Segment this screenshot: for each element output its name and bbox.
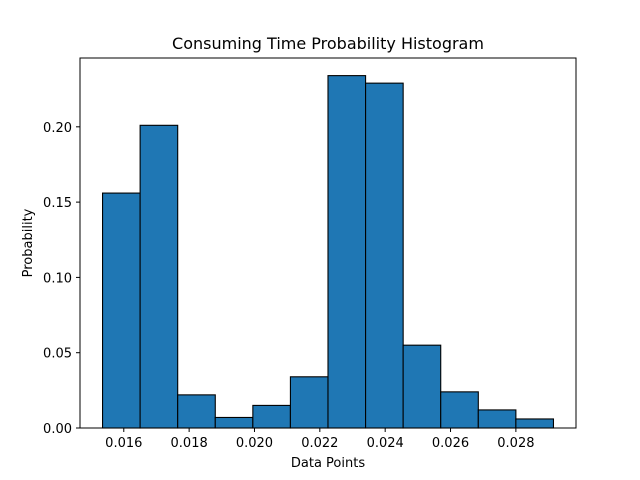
y-tick-label: 0.15 [43, 196, 72, 211]
y-tick-label: 0.00 [43, 422, 72, 437]
y-axis-label: Probability [21, 208, 36, 277]
histogram-bar [177, 394, 216, 429]
histogram-bar [252, 404, 291, 429]
x-tick-label: 0.020 [236, 436, 273, 451]
histogram-bar [139, 124, 179, 429]
histogram-bar [440, 391, 479, 429]
histogram-bar [214, 416, 254, 429]
x-ticks-group: 0.016 0.018 0.020 0.022 0.024 0.026 0.028 [105, 428, 534, 451]
chart-title: Consuming Time Probability Histogram [172, 34, 484, 53]
histogram-bar [327, 75, 367, 429]
y-tick-label: 0.05 [43, 347, 72, 362]
y-ticks-group: 0.00 0.05 0.10 0.15 0.20 [43, 121, 80, 437]
x-tick-label: 0.018 [171, 436, 208, 451]
y-tick-label: 0.20 [43, 121, 72, 136]
plot-frame [79, 57, 577, 429]
histogram-bar [402, 344, 442, 429]
histogram-bar [515, 418, 555, 429]
x-tick-label: 0.028 [497, 436, 534, 451]
bars-group [102, 75, 555, 429]
histogram-bar [365, 82, 404, 429]
histogram-bar [289, 376, 329, 429]
y-tick-label: 0.10 [43, 271, 72, 286]
histogram-bar [102, 192, 141, 429]
x-axis-label: Data Points [291, 456, 365, 471]
x-tick-label: 0.026 [432, 436, 469, 451]
x-tick-label: 0.024 [367, 436, 404, 451]
histogram-bar [477, 409, 517, 429]
x-tick-label: 0.022 [301, 436, 338, 451]
x-tick-label: 0.016 [105, 436, 142, 451]
